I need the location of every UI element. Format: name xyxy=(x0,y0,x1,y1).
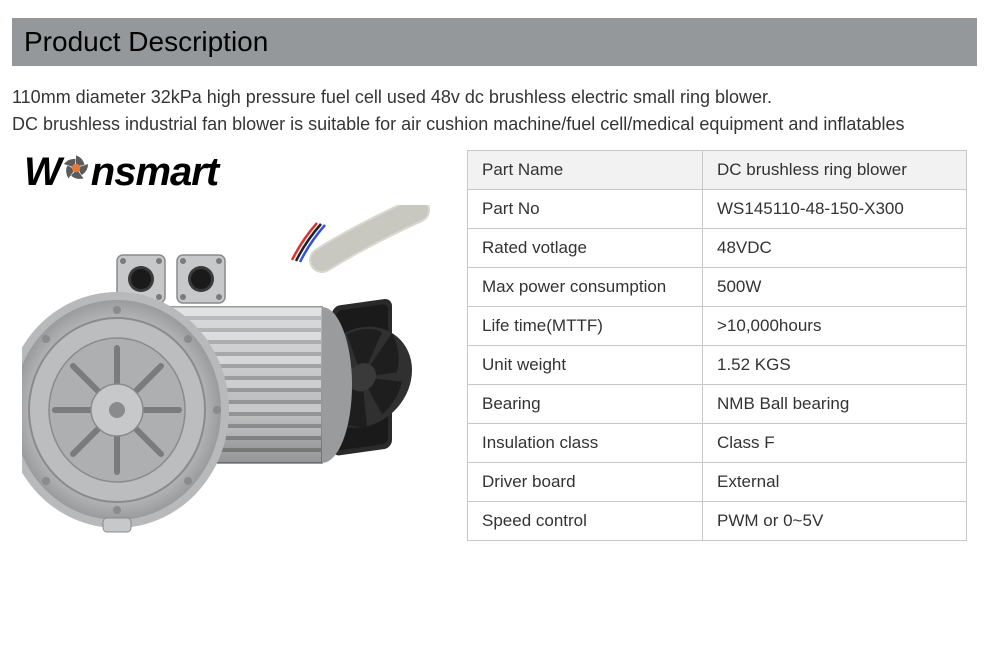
spec-value: WS145110-48-150-X300 xyxy=(703,190,967,229)
specs-table: Part NameDC brushless ring blowerPart No… xyxy=(467,150,967,541)
table-row: BearingNMB Ball bearing xyxy=(468,385,967,424)
spec-value: 500W xyxy=(703,268,967,307)
spec-value: 1.52 KGS xyxy=(703,346,967,385)
spec-label: Max power consumption xyxy=(468,268,703,307)
table-row: Part NoWS145110-48-150-X300 xyxy=(468,190,967,229)
spec-label: Rated votlage xyxy=(468,229,703,268)
left-column: W nsmart xyxy=(12,146,457,585)
table-row: Life time(MTTF)>10,000hours xyxy=(468,307,967,346)
product-image xyxy=(22,205,442,585)
right-column: Part NameDC brushless ring blowerPart No… xyxy=(467,146,967,585)
content-area: W nsmart xyxy=(0,146,989,585)
spec-value: NMB Ball bearing xyxy=(703,385,967,424)
description-line-1: 110mm diameter 32kPa high pressure fuel … xyxy=(12,84,977,111)
spec-value: Class F xyxy=(703,424,967,463)
table-row: Unit weight1.52 KGS xyxy=(468,346,967,385)
spec-value: PWM or 0~5V xyxy=(703,502,967,541)
spec-label: Unit weight xyxy=(468,346,703,385)
table-row: Max power consumption500W xyxy=(468,268,967,307)
logo-fan-icon xyxy=(59,150,93,195)
table-row: Rated votlage48VDC xyxy=(468,229,967,268)
logo-text-before: W xyxy=(24,150,61,195)
spec-value: External xyxy=(703,463,967,502)
spec-label: Bearing xyxy=(468,385,703,424)
spec-label: Part Name xyxy=(468,151,703,190)
table-row: Speed controlPWM or 0~5V xyxy=(468,502,967,541)
logo-text-after: nsmart xyxy=(91,150,218,195)
header-bar: Product Description xyxy=(12,18,977,66)
spec-value: 48VDC xyxy=(703,229,967,268)
specs-tbody: Part NameDC brushless ring blowerPart No… xyxy=(468,151,967,541)
table-row: Insulation classClass F xyxy=(468,424,967,463)
table-row: Part NameDC brushless ring blower xyxy=(468,151,967,190)
spec-label: Insulation class xyxy=(468,424,703,463)
description-line-2: DC brushless industrial fan blower is su… xyxy=(12,111,977,138)
spec-label: Driver board xyxy=(468,463,703,502)
motor-illustration xyxy=(22,205,442,585)
product-description: 110mm diameter 32kPa high pressure fuel … xyxy=(0,66,989,146)
page-title: Product Description xyxy=(24,26,965,58)
spec-label: Part No xyxy=(468,190,703,229)
spec-value: DC brushless ring blower xyxy=(703,151,967,190)
brand-logo: W nsmart xyxy=(12,146,457,205)
spec-label: Life time(MTTF) xyxy=(468,307,703,346)
spec-value: >10,000hours xyxy=(703,307,967,346)
spec-label: Speed control xyxy=(468,502,703,541)
table-row: Driver boardExternal xyxy=(468,463,967,502)
